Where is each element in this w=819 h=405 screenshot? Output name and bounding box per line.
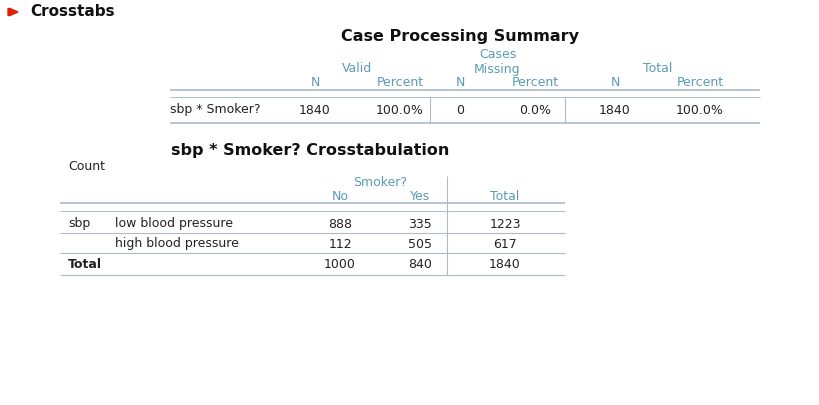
Text: Count: Count [68, 160, 105, 173]
Text: Percent: Percent [511, 77, 559, 90]
Text: N: N [310, 77, 319, 90]
Text: sbp * Smoker?: sbp * Smoker? [170, 104, 260, 117]
Text: Crosstabs: Crosstabs [30, 4, 115, 19]
Text: 100.0%: 100.0% [676, 104, 724, 117]
Text: 0: 0 [456, 104, 464, 117]
Text: 1840: 1840 [299, 104, 331, 117]
Text: 505: 505 [408, 237, 432, 251]
Text: 1840: 1840 [600, 104, 631, 117]
Text: sbp: sbp [68, 217, 90, 230]
Text: Missing: Missing [474, 62, 521, 75]
Text: Percent: Percent [676, 77, 723, 90]
Text: low blood pressure: low blood pressure [115, 217, 233, 230]
Text: Case Processing Summary: Case Processing Summary [341, 30, 579, 45]
Text: No: No [332, 190, 349, 202]
Text: high blood pressure: high blood pressure [115, 237, 239, 251]
FancyArrow shape [8, 9, 18, 15]
Text: Total: Total [68, 258, 102, 271]
Text: N: N [455, 77, 464, 90]
Text: Yes: Yes [410, 190, 430, 202]
Text: 888: 888 [328, 217, 352, 230]
Text: 617: 617 [493, 237, 517, 251]
Text: Total: Total [643, 62, 672, 75]
Text: N: N [610, 77, 620, 90]
Text: 840: 840 [408, 258, 432, 271]
Text: Cases: Cases [479, 49, 516, 62]
Text: 1000: 1000 [324, 258, 356, 271]
Text: Smoker?: Smoker? [353, 175, 407, 188]
Text: 1840: 1840 [489, 258, 521, 271]
Text: 0.0%: 0.0% [519, 104, 551, 117]
Text: sbp * Smoker? Crosstabulation: sbp * Smoker? Crosstabulation [171, 143, 449, 158]
Text: 112: 112 [328, 237, 352, 251]
Text: Percent: Percent [377, 77, 423, 90]
Text: 100.0%: 100.0% [376, 104, 424, 117]
Text: Valid: Valid [342, 62, 373, 75]
Text: 1223: 1223 [489, 217, 521, 230]
Text: 335: 335 [408, 217, 432, 230]
Text: Total: Total [491, 190, 520, 202]
